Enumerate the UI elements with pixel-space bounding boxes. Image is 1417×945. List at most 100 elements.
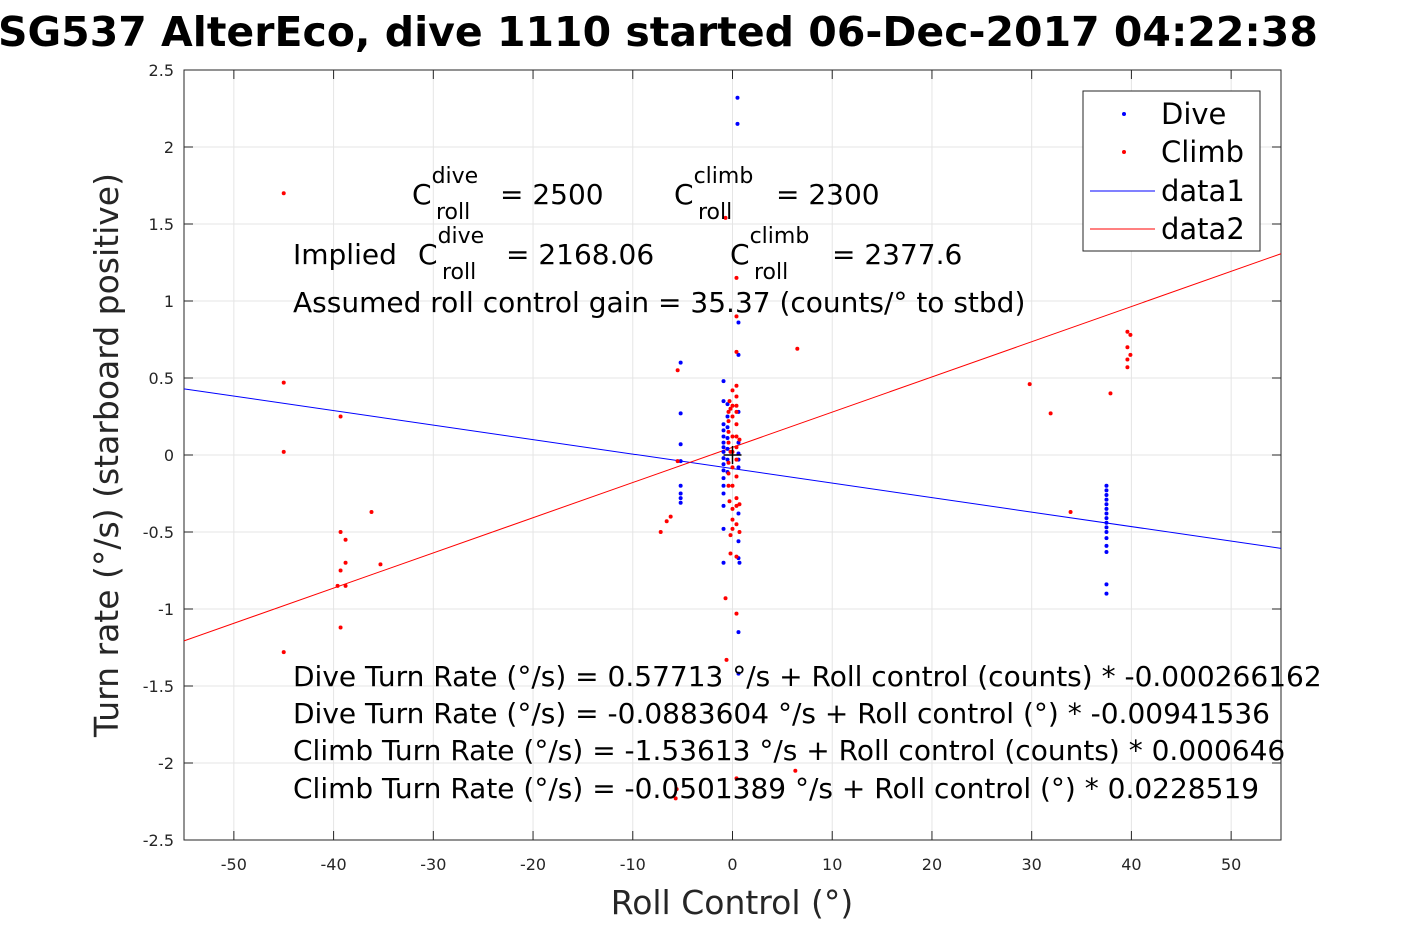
- dive-point: [721, 476, 726, 481]
- y-ticks: -2.5 -2 -1.5 -1 -0.5 0 0.5 1 1.5 2 2.5: [143, 61, 1281, 850]
- dive-point: [1104, 516, 1109, 521]
- climb-point: [726, 429, 731, 434]
- y-tick-label: 1.5: [149, 215, 174, 234]
- climb-point: [734, 409, 739, 414]
- legend-climb-marker: [1122, 150, 1126, 154]
- climb-point: [730, 403, 735, 408]
- dive-point: [721, 468, 726, 473]
- climb-point: [734, 611, 739, 616]
- climb-point: [673, 796, 678, 801]
- climb-counts-equation: Climb Turn Rate (°/s) = -1.53613 °/s + R…: [293, 734, 1285, 767]
- dive-point: [736, 630, 741, 635]
- y-tick-label: 2: [164, 138, 174, 157]
- dive-point: [678, 360, 683, 365]
- x-tick-label: -40: [321, 855, 347, 874]
- climb-point: [734, 314, 739, 319]
- subscript-roll: roll: [436, 200, 470, 225]
- climb-point: [1125, 345, 1130, 350]
- climb-point: [723, 215, 728, 220]
- y-tick-label: -1.5: [143, 677, 174, 696]
- dive-point: [721, 428, 726, 433]
- data-points: [281, 95, 1133, 801]
- superscript-climb: climb: [694, 164, 754, 189]
- dive-counts-equation: Dive Turn Rate (°/s) = 0.57713 °/s + Rol…: [293, 660, 1322, 693]
- climb-point: [343, 560, 348, 565]
- legend-box: [1082, 90, 1261, 252]
- climb-point: [338, 625, 343, 630]
- dive-point: [1104, 520, 1109, 525]
- dive-point: [725, 425, 730, 430]
- dive-point: [721, 449, 726, 454]
- dive-point: [1104, 502, 1109, 507]
- y-tick-label: 1: [164, 292, 174, 311]
- superscript-climb: climb: [750, 224, 810, 249]
- dive-point: [721, 379, 726, 384]
- climb-point: [734, 394, 739, 399]
- dive-point: [678, 496, 683, 501]
- y-tick-label: 2.5: [149, 61, 174, 80]
- climb-point: [734, 554, 739, 559]
- climb-point: [728, 406, 733, 411]
- climb-point: [730, 483, 735, 488]
- dive-point: [736, 440, 741, 445]
- dive-point: [1104, 511, 1109, 516]
- climb-point: [281, 380, 286, 385]
- climb-point: [1128, 332, 1133, 337]
- y-tick-label: -2: [158, 754, 174, 773]
- climb-point: [343, 537, 348, 542]
- climb-point: [723, 596, 728, 601]
- c-roll-climb-value: = 2300: [776, 178, 880, 211]
- climb-point: [726, 471, 731, 476]
- climb-point: [728, 533, 733, 538]
- climb-point: [338, 530, 343, 534]
- dive-point: [721, 440, 726, 445]
- dive-point: [1104, 536, 1109, 541]
- dive-point: [1104, 488, 1109, 493]
- x-axis-label: Roll Control (°): [611, 883, 854, 922]
- climb-point: [724, 657, 729, 662]
- origin-marker: [723, 446, 742, 464]
- dive-point: [725, 414, 730, 419]
- climb-point: [281, 650, 286, 655]
- annotations: Cdive roll= 2500 Cclimb roll= 2300 Implied…: [293, 164, 1322, 805]
- dive-point: [721, 503, 726, 508]
- climb-point: [726, 440, 731, 445]
- implied-c-roll-climb-text: Cclimb roll = 2377.6: [730, 224, 962, 285]
- dive-point: [721, 445, 726, 450]
- superscript-dive: dive: [432, 164, 479, 189]
- implied-climb-value: = 2377.6: [832, 238, 962, 271]
- x-tick-label: 40: [1121, 855, 1141, 874]
- subscript-roll: roll: [754, 260, 788, 285]
- climb-point: [343, 583, 348, 588]
- dive-point: [1104, 530, 1109, 534]
- dive-point: [736, 671, 741, 676]
- climb-point: [281, 449, 286, 454]
- dive-point: [736, 352, 741, 357]
- climb-point: [668, 514, 673, 519]
- climb-point: [737, 437, 742, 442]
- climb-point: [730, 506, 735, 511]
- dive-point: [1104, 493, 1109, 498]
- climb-point: [734, 445, 739, 450]
- climb-point: [726, 460, 731, 465]
- y-tick-label: 0.5: [149, 369, 174, 388]
- climb-point: [734, 403, 739, 408]
- implied-dive-value: = 2168.06: [506, 238, 654, 271]
- legend-data1-label: data1: [1161, 174, 1245, 208]
- dive-point: [721, 483, 726, 488]
- x-tick-label: -20: [520, 855, 546, 874]
- climb-point: [734, 522, 739, 527]
- climb-point: [734, 496, 739, 501]
- y-tick-label: -2.5: [143, 831, 174, 850]
- y-tick-label: -1: [158, 600, 174, 619]
- x-ticks: -50 -40 -30 -20 -10 0 10 20 30 40 50: [221, 70, 1241, 874]
- climb-point: [658, 530, 663, 534]
- climb-point: [726, 409, 731, 414]
- legend-climb-label: Climb: [1161, 135, 1244, 169]
- dive-point: [678, 500, 683, 505]
- climb-point: [734, 457, 739, 462]
- dive-point: [721, 491, 726, 496]
- climb-point: [730, 517, 735, 522]
- c-symbol: C: [674, 178, 694, 211]
